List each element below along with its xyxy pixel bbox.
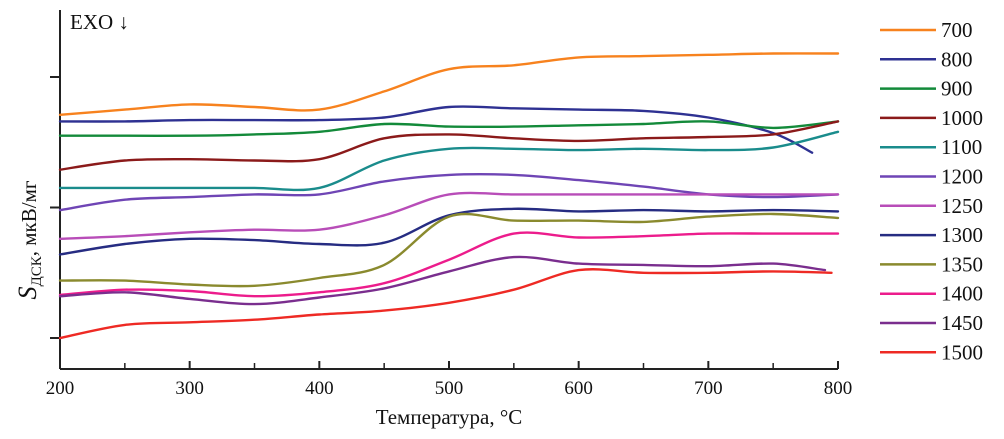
series-line-700	[58, 52, 840, 116]
legend-label: 1500	[941, 340, 983, 364]
legend-item-1300: 1300	[880, 223, 983, 247]
svg-text:SДСК, мкВ/мг: SДСК, мкВ/мг	[13, 180, 45, 299]
legend-label: 1000	[941, 106, 983, 130]
series-line-800	[58, 105, 814, 154]
legend-item-1350: 1350	[880, 252, 983, 276]
legend-item-1450: 1450	[880, 311, 983, 335]
legend-item-900: 900	[880, 77, 973, 101]
x-tick-label: 300	[175, 378, 204, 399]
legend-item-1250: 1250	[880, 194, 983, 218]
legend-label: 1250	[941, 194, 983, 218]
exo-annotation: EXO ↓	[70, 10, 129, 34]
series-line-1450	[58, 255, 827, 306]
x-tick-label: 200	[46, 378, 75, 399]
series-line-1350	[58, 212, 840, 288]
y-axis-title-symbol: S	[13, 287, 42, 300]
x-tick-label: 400	[305, 378, 334, 399]
series-line-1400	[58, 231, 840, 298]
legend-label: 1350	[941, 252, 983, 276]
series-layer	[58, 52, 840, 340]
y-axis-title: SДСК, мкВ/мг	[13, 180, 45, 299]
legend-item-700: 700	[880, 18, 973, 42]
legend-label: 800	[941, 47, 973, 71]
series-line-1200	[58, 172, 840, 212]
y-axis-title-unit: , мкВ/мг	[17, 180, 41, 256]
series-line-1500	[58, 268, 833, 340]
legend-label: 700	[941, 18, 973, 42]
legend-label: 1300	[941, 223, 983, 247]
legend-item-1100: 1100	[880, 135, 982, 159]
x-axis-title: Температура, °C	[376, 405, 523, 429]
series-line-1250	[58, 191, 840, 240]
series-line-1000	[58, 120, 840, 171]
legend-item-1000: 1000	[880, 106, 983, 130]
x-tick-label: 600	[564, 378, 593, 399]
legend: 700 800 900 1000 1100 1200 1250 1300 1350 1400 145…	[880, 18, 983, 364]
x-tick-label: 700	[694, 378, 723, 399]
legend-item-1200: 1200	[880, 165, 983, 189]
x-tick-label: 500	[435, 378, 464, 399]
axes: 200 300 400 500 600 700 800	[46, 10, 853, 399]
legend-label: 1100	[941, 135, 982, 159]
series-line-1300	[58, 207, 840, 256]
y-axis-title-subscript: ДСК	[29, 255, 45, 286]
legend-item-800: 800	[880, 47, 973, 71]
x-tick-label: 800	[824, 378, 853, 399]
legend-label: 1450	[941, 311, 983, 335]
legend-item-1400: 1400	[880, 282, 983, 306]
legend-label: 1200	[941, 165, 983, 189]
legend-label: 900	[941, 77, 973, 101]
series-line-900	[58, 120, 840, 137]
legend-label: 1400	[941, 282, 983, 306]
series-line-1100	[58, 130, 840, 192]
legend-item-1500: 1500	[880, 340, 983, 364]
